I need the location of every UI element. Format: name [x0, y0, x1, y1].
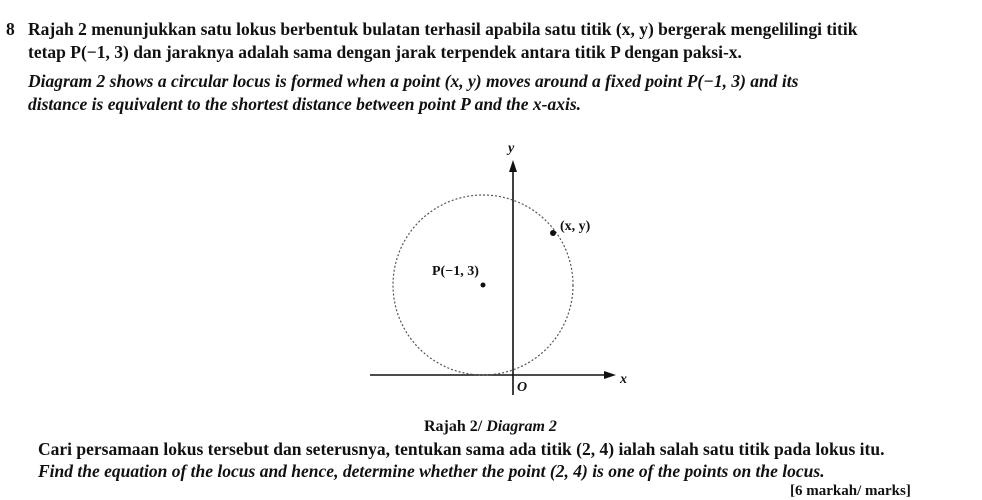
origin-label: O: [517, 380, 527, 395]
arrow: [604, 371, 616, 379]
question-number: 8: [6, 19, 15, 39]
x-label: x: [619, 372, 627, 387]
moving-point: [550, 230, 556, 236]
marks: [6 markah/ marks]: [790, 483, 911, 499]
locus-circle: [392, 194, 574, 376]
caption-malay: Rajah 2/: [424, 418, 483, 435]
y-label: y: [506, 141, 515, 156]
fixed-point: [480, 282, 486, 288]
arrow: [509, 160, 517, 172]
intro-malay-line: Rajah 2 menunjukkan satu lokus berbentuk…: [28, 19, 858, 39]
task-malay: Cari persamaan lokus tersebut dan seteru…: [38, 439, 885, 459]
caption-english: Diagram 2: [486, 418, 557, 435]
fixed-point-label: P(−1, 3): [432, 264, 479, 279]
caption: Rajah 2/ Diagram 2: [424, 418, 557, 436]
intro-english-line: distance is equivalent to the shortest d…: [28, 94, 582, 114]
task-english: Find the equation of the locus and hence…: [38, 461, 825, 481]
intro-malay-line: tetap P(−1, 3) dan jaraknya adalah sama …: [28, 42, 742, 62]
moving-point-label: (x, y): [560, 219, 591, 234]
intro-english-line: Diagram 2 shows a circular locus is form…: [28, 71, 799, 91]
